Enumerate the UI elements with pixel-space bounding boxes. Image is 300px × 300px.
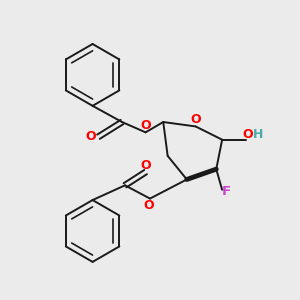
Text: O: O [243, 128, 254, 141]
Text: O: O [140, 159, 151, 172]
Text: H: H [253, 128, 263, 141]
Text: O: O [190, 113, 201, 127]
Text: F: F [222, 185, 231, 198]
Text: O: O [144, 199, 154, 212]
Text: O: O [85, 130, 95, 143]
Text: O: O [140, 119, 151, 132]
